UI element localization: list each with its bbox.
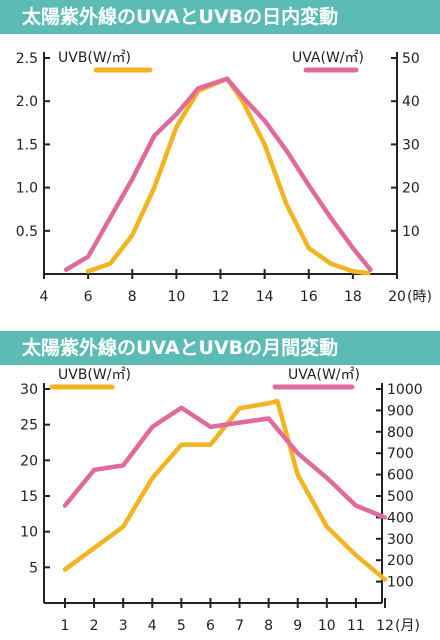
y-right-tick-label: 700: [387, 446, 414, 462]
y-left-tick-label: 25: [20, 418, 38, 434]
y-left-tick-label: 20: [20, 453, 38, 469]
x-tick-label: 4: [40, 289, 49, 305]
x-tick-label: 5: [177, 618, 186, 634]
x-tick-label: 18: [344, 289, 362, 305]
chart1-title: 太陽紫外線のUVAとUVBの日内変動: [0, 0, 440, 34]
series-uva-line: [62, 405, 388, 520]
series-uva-line: [63, 76, 373, 272]
y-right-tick-label: 20: [402, 181, 420, 197]
y-left-tick-label: 2.0: [16, 94, 38, 110]
y-left-tick-label: 30: [20, 382, 38, 398]
y-right-tick-label: 50: [402, 51, 420, 67]
series-uvb-line: [85, 76, 371, 276]
y-left-tick-label: 10: [20, 525, 38, 541]
x-tick-label: 6: [206, 618, 215, 634]
y-right-tick-label: 100: [387, 575, 414, 591]
daily-chart: 0.5 1.0 1.5 2.0 2.5 10 20 30 40 50 4 6 8 10 12 14 16 18 20…: [16, 50, 432, 305]
x-tick-label: 8: [264, 618, 273, 634]
legend-uva-label: UVA(W/㎡): [292, 50, 364, 66]
y-right-tick-label: 900: [387, 403, 414, 419]
y-right-tick-label: 300: [387, 532, 414, 548]
x-tick-label: 8: [128, 289, 137, 305]
x-unit-label: (時): [407, 289, 432, 305]
y-right-tick-label: 40: [402, 94, 420, 110]
x-tick-label: 12: [376, 618, 394, 634]
series-uvb-line: [62, 398, 388, 582]
legend-uvb-label: UVB(W/㎡): [58, 367, 131, 383]
legend-uvb-label: UVB(W/㎡): [58, 50, 131, 66]
y-left-tick-label: 5: [29, 560, 38, 576]
x-tick-label: 6: [84, 289, 93, 305]
y-right-tick-label: 800: [387, 425, 414, 441]
x-unit-label: (月): [395, 618, 420, 634]
x-tick-label: 2: [90, 618, 99, 634]
x-tick-label: 7: [235, 618, 244, 634]
y-right-tick-label: 30: [402, 137, 420, 153]
monthly-chart: 5101520253010020030040050060070080090010…: [20, 367, 423, 634]
x-tick-label: 20: [388, 289, 406, 305]
y-left-tick-label: 2.5: [16, 51, 38, 67]
y-right-tick-label: 200: [387, 553, 414, 569]
y-left-tick-label: 1.5: [16, 137, 38, 153]
x-tick-label: 12: [212, 289, 230, 305]
y-right-tick-label: 400: [387, 510, 414, 526]
y-left-tick-label: 0.5: [16, 224, 38, 240]
x-tick-label: 10: [318, 618, 336, 634]
legend-uva-label: UVA(W/㎡): [288, 367, 360, 383]
x-tick-label: 14: [256, 289, 274, 305]
y-left-tick-label: 15: [20, 489, 38, 505]
chart2-title: 太陽紫外線のUVAとUVBの月間変動: [0, 331, 440, 365]
x-tick-label: 16: [300, 289, 318, 305]
y-right-tick-label: 1000: [387, 382, 423, 398]
y-right-tick-label: 10: [402, 224, 420, 240]
x-tick-label: 4: [148, 618, 157, 634]
x-tick-label: 3: [119, 618, 128, 634]
y-right-tick-label: 500: [387, 489, 414, 505]
x-tick-label: 10: [167, 289, 185, 305]
y-left-tick-label: 1.0: [16, 181, 38, 197]
x-tick-label: 1: [61, 618, 70, 634]
x-tick-label: 11: [347, 618, 365, 634]
x-tick-label: 9: [293, 618, 302, 634]
y-right-tick-label: 600: [387, 468, 414, 484]
